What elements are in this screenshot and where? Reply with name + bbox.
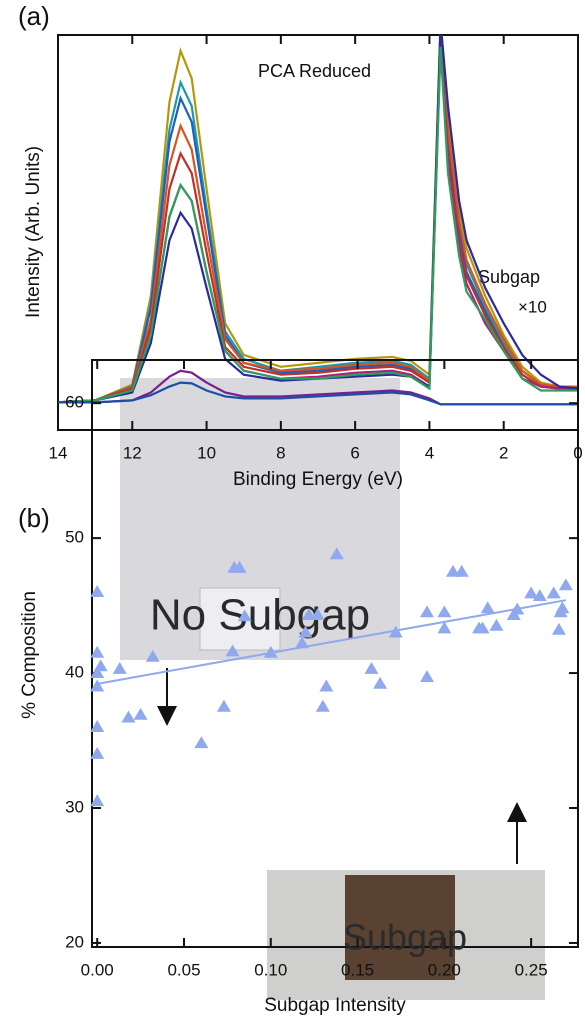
data-point <box>263 645 278 658</box>
data-point <box>90 666 105 678</box>
data-point <box>194 736 209 749</box>
x-axis-label: Binding Energy (eV) <box>233 469 403 490</box>
data-point <box>532 589 547 602</box>
data-point <box>90 585 105 598</box>
spectrum-line <box>58 46 578 404</box>
data-point <box>90 645 105 658</box>
data-point <box>553 605 568 618</box>
data-point <box>475 621 490 634</box>
data-point <box>551 622 566 635</box>
plot-frame <box>57 34 579 431</box>
x-tick-label: 12 <box>123 443 142 462</box>
x-tick-label: 10 <box>197 443 216 462</box>
data-point <box>364 662 379 674</box>
data-point <box>510 602 525 615</box>
data-point <box>216 699 231 712</box>
data-point <box>133 707 148 720</box>
panel-label: (b) <box>18 503 50 533</box>
data-point <box>546 586 561 599</box>
data-point <box>437 621 452 634</box>
data-point <box>329 547 344 560</box>
data-point <box>232 560 247 573</box>
data-point <box>437 605 452 618</box>
spectrum-line <box>58 38 578 404</box>
spectrum-line <box>58 35 578 404</box>
data-point <box>373 676 388 689</box>
y-tick-label: 30 <box>65 797 84 816</box>
y-tick-label: 50 <box>65 528 84 547</box>
data-point <box>315 699 330 712</box>
data-point <box>454 564 469 577</box>
x-tick-label: 4 <box>425 443 434 462</box>
y-axis-label: % Composition <box>19 591 40 719</box>
annotation: ×10 <box>518 297 547 316</box>
x-tick-label: 0.05 <box>167 960 200 979</box>
x-tick-label: 0.25 <box>515 960 548 979</box>
data-point <box>295 636 310 649</box>
data-point <box>298 625 313 638</box>
data-point <box>90 720 105 732</box>
data-point <box>93 659 108 672</box>
x-tick-label: 8 <box>276 443 285 462</box>
panel-label: (a) <box>18 1 50 31</box>
data-point <box>310 608 325 620</box>
x-tick-label: 0.20 <box>428 960 461 979</box>
data-point <box>419 605 434 618</box>
data-point <box>112 662 127 674</box>
data-point <box>90 747 105 759</box>
data-point <box>524 586 539 599</box>
spectrum-line <box>58 42 578 404</box>
fit-line <box>97 599 567 685</box>
y-tick-label: 20 <box>65 932 84 951</box>
annotation: Subgap <box>343 917 467 958</box>
data-point <box>319 679 334 692</box>
annotation: PCA Reduced <box>258 61 371 81</box>
data-point <box>90 794 105 807</box>
data-point <box>388 625 403 638</box>
x-axis-label: Subgap Intensity <box>264 995 406 1016</box>
annotation: Subgap <box>478 267 540 287</box>
data-point <box>237 609 252 622</box>
x-tick-label: 14 <box>49 443 68 462</box>
data-point <box>225 644 240 657</box>
spectrum-line <box>58 381 578 406</box>
data-point <box>480 601 495 614</box>
x-tick-label: 2 <box>499 443 508 462</box>
plot-frame <box>91 359 579 948</box>
data-point <box>489 618 504 631</box>
brown-sample <box>345 875 455 980</box>
data-point <box>558 578 573 591</box>
spectrum-line <box>58 35 578 404</box>
annotation: No Subgap <box>150 591 370 640</box>
data-point <box>145 649 160 662</box>
y-tick-label: 60 <box>65 393 84 412</box>
spectra <box>58 35 578 406</box>
data-point <box>90 679 105 692</box>
y-tick-label: 40 <box>65 663 84 682</box>
data-point <box>419 670 434 683</box>
data-point <box>121 710 136 723</box>
spectrum-line <box>58 35 578 404</box>
x-tick-label: 0.10 <box>254 960 287 979</box>
x-tick-label: 0.15 <box>341 960 374 979</box>
x-tick-label: 0.00 <box>81 960 114 979</box>
x-tick-label: 6 <box>350 443 359 462</box>
spectrum-line <box>58 35 578 404</box>
y-axis-label: Intensity (Arb. Units) <box>23 146 44 318</box>
